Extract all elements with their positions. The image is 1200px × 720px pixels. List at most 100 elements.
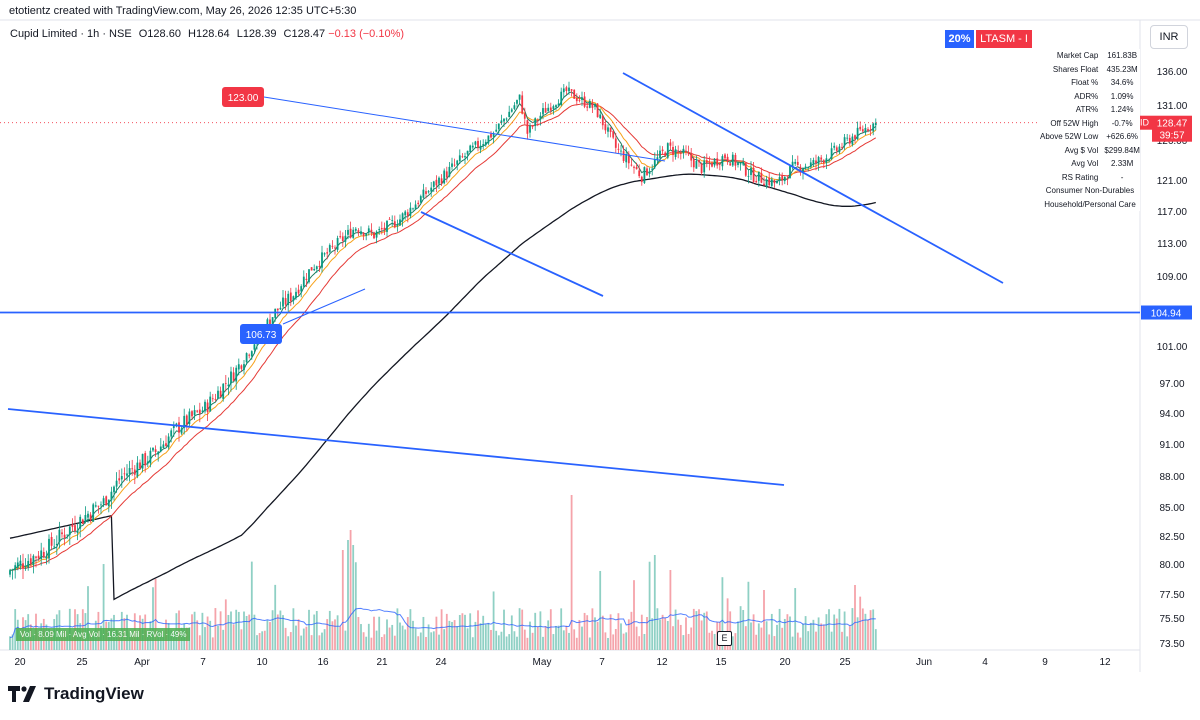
- volume-bar: [721, 577, 724, 650]
- candle-body: [276, 308, 279, 311]
- low-value: 128.39: [242, 28, 277, 40]
- volume-bar: [523, 629, 526, 650]
- candle-body: [204, 401, 206, 412]
- volume-bar: [487, 622, 490, 650]
- volume-bar: [646, 616, 648, 650]
- candle-body: [440, 178, 443, 184]
- candle-body: [474, 141, 477, 145]
- callout-label-low: 106.73: [246, 330, 277, 341]
- candle-body: [763, 183, 765, 186]
- volume-bar: [198, 635, 201, 650]
- volume-bar: [508, 634, 511, 650]
- volume-bar: [542, 636, 544, 650]
- candle-body: [664, 152, 667, 157]
- candle-body: [328, 245, 331, 252]
- volume-bar: [783, 618, 786, 650]
- volume-bar: [295, 625, 297, 650]
- volume-bar: [573, 629, 576, 650]
- candle-body: [11, 569, 14, 571]
- candle-body: [768, 177, 771, 186]
- volume-bar: [430, 632, 433, 650]
- candle-body: [586, 106, 589, 108]
- candle-body: [206, 402, 209, 413]
- symbol-legend[interactable]: Cupid Limited · 1h · NSE O128.60 H128.64…: [10, 28, 404, 40]
- candle-body: [321, 252, 323, 268]
- time-tick-label: 16: [317, 657, 329, 668]
- volume-bar: [588, 637, 591, 650]
- candle-body: [627, 153, 630, 164]
- volume-bar: [11, 634, 14, 650]
- sector-label: Consumer Non-Durables: [1045, 186, 1135, 195]
- volume-bar: [209, 620, 212, 650]
- candle-body: [552, 106, 555, 109]
- candle-body: [393, 221, 396, 228]
- currency-button[interactable]: INR: [1150, 25, 1188, 49]
- volume-average-line: [9, 607, 876, 639]
- trendlines[interactable]: 123.00 106.73: [0, 72, 1140, 486]
- volume-bar: [256, 635, 258, 650]
- candle-body: [344, 235, 347, 242]
- candle-body: [479, 145, 482, 150]
- volume-bar: [214, 608, 217, 650]
- candle-body: [105, 496, 108, 506]
- volume-bar: [679, 624, 682, 650]
- stat-value: $299.84M: [1104, 145, 1140, 155]
- candle-body: [562, 88, 565, 93]
- volume-bar: [469, 613, 472, 650]
- volume-bar: [768, 634, 771, 650]
- candle-body: [352, 229, 355, 238]
- volume-bar: [796, 632, 799, 650]
- stats-table: Market Cap 161.83B Shares Float 435.23M Fl…: [1040, 49, 1140, 211]
- stat-row: Off 52W High -0.7%: [1040, 117, 1140, 131]
- candle-body: [783, 176, 786, 182]
- candle-body: [354, 228, 357, 231]
- volume-bar: [373, 616, 375, 650]
- candle-body: [425, 191, 427, 194]
- candle-body: [542, 108, 544, 115]
- open-label: O: [138, 28, 148, 40]
- last-price-label: 128.47: [1157, 119, 1188, 130]
- stat-row: Shares Float 435.23M: [1040, 63, 1140, 77]
- candle-body: [412, 208, 414, 210]
- candle-body: [22, 563, 24, 569]
- volume-bar: [549, 609, 552, 650]
- volume-bar: [568, 632, 570, 650]
- candle-body: [807, 167, 810, 168]
- candle-body: [609, 127, 612, 132]
- volume-bar: [201, 612, 204, 650]
- tradingview-logo[interactable]: TradingView: [8, 684, 144, 704]
- candle-body: [269, 319, 271, 325]
- volume-bar: [674, 609, 677, 650]
- candle-body: [755, 180, 758, 183]
- volume-bar: [789, 616, 791, 650]
- volume-bar: [581, 626, 583, 650]
- candle-body: [516, 100, 518, 104]
- candle-body: [435, 179, 438, 186]
- candle-body: [737, 162, 739, 166]
- candle-body: [666, 143, 669, 158]
- candle-body: [284, 298, 287, 305]
- candle-body: [115, 480, 118, 487]
- volume-bar: [154, 578, 157, 650]
- volume-bar: [607, 637, 609, 650]
- volume-bar: [773, 636, 776, 650]
- candle-body: [612, 131, 615, 138]
- candle-body: [334, 247, 336, 249]
- volume-bar: [692, 608, 695, 650]
- candle-body: [791, 161, 794, 167]
- candle-body: [796, 161, 799, 165]
- volume-bar: [651, 618, 654, 650]
- earnings-marker[interactable]: E: [717, 631, 732, 646]
- volume-bar: [711, 630, 713, 650]
- volume-bar: [118, 633, 121, 650]
- candle-body: [620, 150, 622, 152]
- candle-body: [718, 164, 721, 166]
- candle-body: [443, 170, 446, 184]
- volume-bar: [380, 636, 383, 650]
- volume-bar: [659, 619, 661, 650]
- candle-body: [744, 163, 747, 176]
- candle-body: [731, 154, 734, 166]
- volume-bar: [492, 591, 495, 650]
- stat-key: Off 52W High: [1050, 118, 1099, 128]
